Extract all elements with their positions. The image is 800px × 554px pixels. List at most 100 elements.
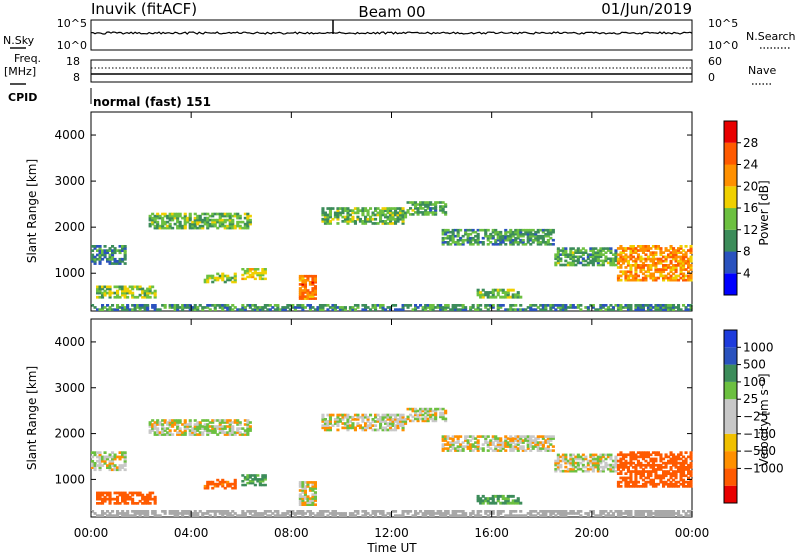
echo-cell <box>556 463 560 467</box>
echo-cell <box>248 269 252 273</box>
echo-cell <box>556 461 560 465</box>
echo-cell <box>356 306 360 309</box>
echo-cell <box>223 510 227 513</box>
echo-cell <box>511 230 515 234</box>
echo-cell <box>336 418 340 421</box>
echo-cell <box>311 501 315 504</box>
echo-cell <box>226 482 230 486</box>
echo-cell <box>629 278 633 282</box>
echo-cell <box>469 241 473 244</box>
echo-cell <box>148 423 152 426</box>
echo-cell <box>669 512 673 515</box>
echo-cell <box>672 472 676 475</box>
echo-cell <box>451 443 455 446</box>
echo-cell <box>369 424 373 427</box>
echo-cell <box>389 211 393 215</box>
echo-cell <box>176 218 180 222</box>
echo-cell <box>231 425 235 428</box>
echo-cell <box>123 455 127 459</box>
echo-cell <box>466 241 470 244</box>
echo-cell <box>496 510 500 513</box>
echo-cell <box>569 261 573 265</box>
echo-cell <box>166 421 170 424</box>
echo-cell <box>379 422 383 425</box>
echo-cell <box>424 304 428 307</box>
echo-cell <box>546 441 550 444</box>
echo-cell <box>118 464 122 467</box>
echo-cell <box>168 425 172 428</box>
y-tick-label: 4000 <box>54 128 85 142</box>
echo-cell <box>641 485 645 488</box>
echo-cell <box>193 222 197 226</box>
echo-cell <box>626 306 630 309</box>
echo-cell <box>126 291 130 295</box>
echo-cell <box>609 304 613 307</box>
echo-cell <box>449 238 453 242</box>
echo-cell <box>664 512 668 515</box>
echo-cell <box>651 482 655 486</box>
echo-cell <box>151 419 155 422</box>
echo-cell <box>123 253 127 257</box>
echo-cell <box>111 291 115 295</box>
echo-cell <box>521 238 525 242</box>
echo-cell <box>644 476 648 480</box>
echo-cell <box>589 255 593 259</box>
echo-cell <box>108 249 112 252</box>
echo-cell <box>662 251 666 254</box>
echo-cell <box>489 304 493 307</box>
echo-cell <box>248 220 252 224</box>
echo-cell <box>188 212 192 216</box>
echo-cell <box>131 293 135 297</box>
echo-cell <box>213 212 217 216</box>
echo-cell <box>206 304 210 307</box>
echo-cell <box>333 308 337 311</box>
echo-cell <box>248 512 252 515</box>
echo-cell <box>96 249 100 252</box>
echo-cell <box>288 308 292 311</box>
echo-cell <box>146 293 150 297</box>
echo-cell <box>384 420 388 423</box>
echo-cell <box>504 514 508 517</box>
echo-cell <box>434 417 438 421</box>
echo-cell <box>549 228 553 232</box>
echo-cell <box>426 211 430 214</box>
echo-cell <box>374 209 378 212</box>
echo-cell <box>268 510 272 513</box>
echo-cell <box>156 431 160 434</box>
echo-cell <box>641 272 645 276</box>
echo-cell <box>416 417 420 421</box>
echo-cell <box>649 453 653 457</box>
power-colorbar-tick-label: 12 <box>743 223 758 237</box>
echo-cell <box>664 466 668 469</box>
echo-cell <box>261 273 265 277</box>
echo-cell <box>313 297 317 300</box>
echo-cell <box>466 238 470 242</box>
echo-cell <box>141 502 145 505</box>
echo-cell <box>178 431 182 434</box>
echo-cell <box>672 455 676 459</box>
echo-cell <box>521 447 525 450</box>
echo-cell <box>499 288 503 292</box>
echo-cell <box>662 482 666 486</box>
echo-cell <box>646 512 650 515</box>
echo-cell <box>641 514 645 517</box>
echo-cell <box>616 266 620 269</box>
echo-cell <box>682 304 686 307</box>
velocity-colorbar-swatch <box>724 468 737 486</box>
echo-cell <box>529 304 533 307</box>
echo-cell <box>379 215 383 219</box>
echo-cell <box>171 510 175 513</box>
echo-cell <box>604 247 608 250</box>
echo-cell <box>208 482 212 486</box>
echo-cell <box>441 514 445 517</box>
echo-cell <box>333 211 337 215</box>
echo-cell <box>456 514 460 517</box>
echo-cell <box>594 257 598 261</box>
echo-cell <box>479 304 483 307</box>
echo-cell <box>556 257 560 261</box>
echo-cell <box>506 499 510 503</box>
echo-cell <box>556 255 560 259</box>
echo-cell <box>193 218 197 222</box>
echo-cell <box>96 459 100 463</box>
echo-cell <box>626 276 630 280</box>
